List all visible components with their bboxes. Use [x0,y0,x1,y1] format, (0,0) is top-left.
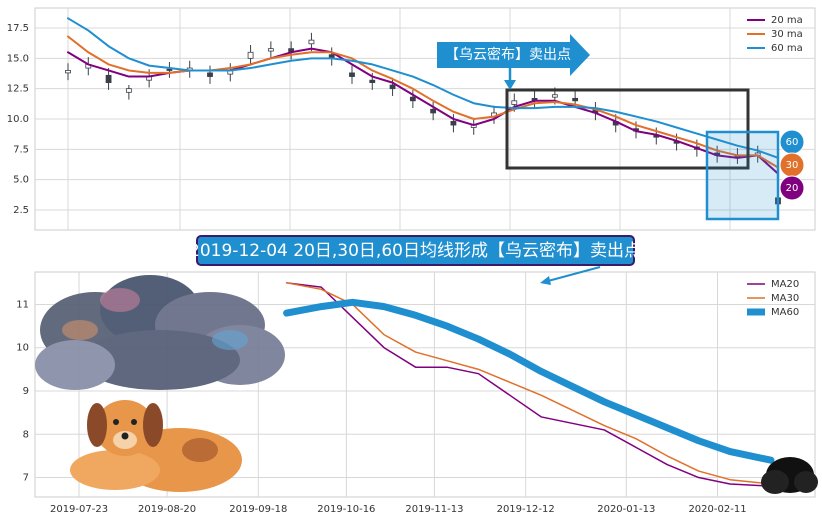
banner-box [196,235,635,266]
candle-body [551,94,558,98]
y-tick-label: 2.5 [13,205,29,216]
dark-cloud [761,457,818,494]
highlight-box [705,130,780,221]
y-tick-label: 8 [23,429,29,440]
banner-text: 2019-12-04 20日,30日,60日均线形成【乌云密布】卖出点 [189,241,641,261]
candle-body [105,74,112,84]
candle-body [308,39,315,45]
y-tick-label: 10 [16,343,29,354]
candle-body [125,88,132,93]
arrow-label: 【乌云密布】卖出点 [445,46,571,63]
candle-body [389,84,396,90]
y-tick-label: 10.0 [7,114,29,125]
highlight-box [505,88,750,170]
candle-body [511,100,518,105]
marker-circle [779,175,805,201]
x-tick-label: 2020-01-13 [597,504,655,515]
dog-illustration [70,400,242,492]
cloud-illustration [35,275,285,390]
y-tick-label: 15.0 [7,53,29,64]
legend-label: MA30 [771,293,799,304]
arrow-head [504,80,516,90]
marker-label: 30 [786,160,799,171]
x-tick-label: 2019-09-18 [229,504,287,515]
candle-body [267,48,274,52]
marker-label: 20 [786,183,799,194]
candle-body [409,96,416,102]
candle-body [369,79,376,84]
arrow-shape [437,34,590,76]
marker-label: 60 [786,137,799,148]
y-tick-label: 7 [23,473,29,484]
ma-line [285,282,772,487]
arrow-head [540,276,551,285]
legend-label: MA60 [771,307,799,318]
arrow [547,266,601,282]
ma-line [285,282,772,485]
legend-label: MA20 [771,279,799,290]
data-layer: 2.5 5.0 7.5 10.0 12.5 15.0 17.5 20 ma 30 ma 60 ma… [7,15,803,515]
legend-label: 60 ma [771,43,803,54]
x-tick-label: 2019-11-13 [405,504,463,515]
y-tick-label: 9 [23,386,29,397]
x-tick-label: 2019-07-23 [50,504,108,515]
legend-label: 20 ma [771,15,803,26]
candle-body [572,97,579,102]
y-tick-label: 5.0 [13,175,29,186]
candle-body [247,51,254,59]
x-tick-label: 2020-02-11 [688,504,746,515]
candle-body [450,121,457,126]
ma-line [67,17,779,159]
x-tick-label: 2019-10-16 [317,504,375,515]
legend-label: 30 ma [771,29,803,40]
candle-body [166,68,173,71]
candle-body [349,72,355,77]
ma-line [283,298,775,464]
y-tick-label: 11 [16,299,29,310]
x-tick-label: 2019-12-12 [497,504,555,515]
candle-body [207,72,213,77]
y-tick-label: 7.5 [13,144,29,155]
y-tick-label: 17.5 [7,23,29,34]
candle-body [430,108,437,114]
x-tick-label: 2019-08-20 [138,504,196,515]
candle-body [65,70,71,74]
y-tick-label: 12.5 [7,84,29,95]
